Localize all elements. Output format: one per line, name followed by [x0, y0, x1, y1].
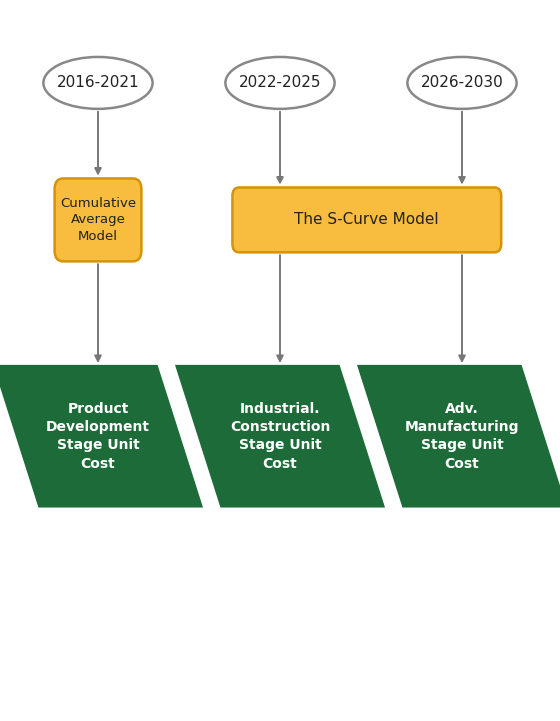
FancyBboxPatch shape — [54, 178, 141, 262]
Text: Industrial.
Construction
Stage Unit
Cost: Industrial. Construction Stage Unit Cost — [230, 402, 330, 471]
FancyBboxPatch shape — [232, 187, 501, 252]
Text: 2026-2030: 2026-2030 — [421, 76, 503, 90]
Text: 2022-2025: 2022-2025 — [239, 76, 321, 90]
Text: Product
Development
Stage Unit
Cost: Product Development Stage Unit Cost — [46, 402, 150, 471]
Polygon shape — [358, 366, 560, 506]
Ellipse shape — [44, 57, 152, 109]
Text: Cumulative
Average
Model: Cumulative Average Model — [60, 197, 136, 243]
Text: The S-Curve Model: The S-Curve Model — [295, 213, 439, 227]
Polygon shape — [0, 366, 202, 506]
Polygon shape — [176, 366, 384, 506]
Text: Adv.
Manufacturing
Stage Unit
Cost: Adv. Manufacturing Stage Unit Cost — [405, 402, 519, 471]
Text: 2016-2021: 2016-2021 — [57, 76, 139, 90]
Ellipse shape — [225, 57, 335, 109]
Ellipse shape — [407, 57, 516, 109]
